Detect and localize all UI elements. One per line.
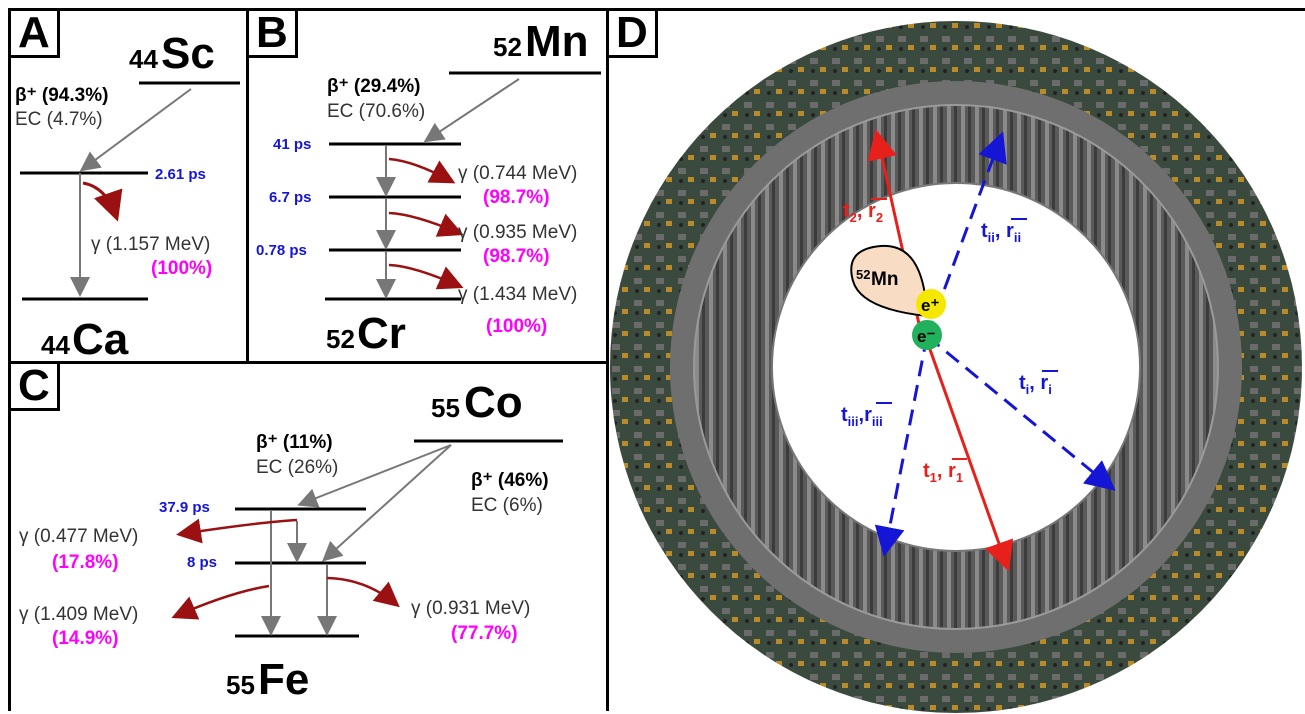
beta-plus-label: β⁺ (94.3%) bbox=[15, 85, 108, 106]
blue-label-iii: tiii,riii bbox=[841, 402, 892, 429]
parent-mass: 55 bbox=[431, 393, 460, 423]
photon-path-1 bbox=[925, 340, 1014, 572]
panel-b-diagram: 52 Mn β⁺ (29.4%) EC (70.6%) 41 ps 6.7 ps… bbox=[256, 17, 601, 358]
red-label-2: t2, r2 bbox=[843, 198, 887, 225]
gamma-intensity-1: (17.8%) bbox=[52, 552, 119, 573]
panel-b: B 52 Mn β⁺ (29.4%) EC (70.6%) 41 ps 6.7 … bbox=[246, 8, 609, 364]
branch1-beta-plus: β⁺ (11%) bbox=[256, 432, 333, 453]
gamma-intensity-2: (98.7%) bbox=[483, 246, 550, 267]
gamma-emission-arrow bbox=[82, 181, 123, 222]
photon-path-iii bbox=[874, 335, 929, 557]
gamma-intensity-2: (14.9%) bbox=[52, 628, 119, 649]
parent-mass: 44 bbox=[129, 44, 158, 74]
svg-text:ti, ri: ti, ri bbox=[1019, 372, 1052, 397]
level-time: 2.61 ps bbox=[155, 166, 206, 183]
electron bbox=[912, 320, 942, 350]
parent-symbol: Sc bbox=[161, 29, 215, 78]
parent-mass: 52 bbox=[493, 32, 522, 62]
decay-arrow-2 bbox=[322, 444, 452, 562]
positron-label: e⁺ bbox=[921, 296, 939, 315]
ec-label: EC (70.6%) bbox=[327, 101, 425, 122]
blue-label-ii: tii, rii bbox=[981, 218, 1027, 245]
panel-c: C 55 Co β⁺ (11%) EC (26%) β⁺ (46%) EC (6… bbox=[8, 361, 609, 711]
panel-label: B bbox=[246, 8, 298, 58]
branch1-ec: EC (26%) bbox=[256, 457, 338, 478]
panel-label: A bbox=[8, 8, 60, 58]
svg-text:tii, rii: tii, rii bbox=[981, 220, 1021, 245]
gamma-energy: γ (1.157 MeV) bbox=[91, 234, 210, 255]
svg-text:t2, r2: t2, r2 bbox=[843, 200, 883, 225]
gamma-energy-1: γ (0.477 MeV) bbox=[19, 526, 138, 547]
daughter-symbol: Ca bbox=[72, 315, 129, 364]
ec-label: EC (4.7%) bbox=[15, 109, 103, 130]
gamma-intensity-3: (77.7%) bbox=[451, 623, 518, 644]
daughter-symbol: Cr bbox=[357, 309, 406, 358]
daughter-symbol: Fe bbox=[258, 655, 309, 704]
level-time-2: 6.7 ps bbox=[269, 189, 312, 206]
daughter-mass: 55 bbox=[226, 670, 255, 700]
detector-ring-image: 52 Mn e⁺ e⁻ t2, r2 t1, r1 tii, rii ti, r… bbox=[610, 21, 1302, 713]
red-label-1: t1, r1 bbox=[923, 458, 967, 485]
decay-arrow bbox=[423, 78, 520, 143]
parent-symbol: Co bbox=[464, 378, 523, 427]
panel-label: D bbox=[606, 8, 658, 58]
level-time-3: 0.78 ps bbox=[256, 242, 307, 259]
gamma-energy-2: γ (0.935 MeV) bbox=[458, 222, 577, 243]
source-droplet bbox=[850, 244, 929, 318]
bore bbox=[771, 182, 1141, 552]
gamma-energy-1: γ (0.744 MeV) bbox=[458, 163, 577, 184]
decay-arrow bbox=[79, 88, 192, 172]
parent-symbol: Mn bbox=[525, 17, 589, 66]
gamma-arrow-1 bbox=[176, 518, 298, 544]
level-time-2: 8 ps bbox=[187, 554, 217, 571]
gamma-energy-3: γ (0.931 MeV) bbox=[411, 598, 530, 619]
gamma-arrow-3 bbox=[326, 576, 400, 608]
panel-c-diagram: 55 Co β⁺ (11%) EC (26%) β⁺ (46%) EC (6%)… bbox=[19, 378, 563, 704]
level-time-1: 37.9 ps bbox=[159, 499, 210, 516]
ring-edge bbox=[693, 104, 1219, 630]
panel-a-diagram: 44 Sc β⁺ (94.3%) EC (4.7%) 2.61 ps γ (1.… bbox=[15, 29, 240, 364]
blue-label-i: ti, ri bbox=[1019, 370, 1058, 397]
gamma-intensity: (100%) bbox=[151, 258, 212, 279]
photon-path-i bbox=[926, 334, 1116, 491]
branch2-beta-plus: β⁺ (46%) bbox=[471, 470, 549, 491]
level-time-1: 41 ps bbox=[273, 136, 311, 153]
gamma-arrow-2 bbox=[171, 584, 270, 620]
electron-label: e⁻ bbox=[917, 327, 935, 346]
daughter-mass: 52 bbox=[326, 324, 355, 354]
svg-text:t1, r1: t1, r1 bbox=[923, 460, 963, 485]
source-mass: 52 bbox=[856, 267, 870, 282]
positron bbox=[916, 289, 946, 319]
decay-arrow-1 bbox=[297, 444, 452, 508]
gamma-arrow-1 bbox=[388, 157, 456, 184]
panel-label: C bbox=[8, 361, 60, 411]
gamma-arrow-3 bbox=[388, 263, 464, 290]
daughter-mass: 44 bbox=[41, 330, 70, 360]
beta-plus-label: β⁺ (29.4%) bbox=[327, 76, 420, 97]
gamma-energy-2: γ (1.409 MeV) bbox=[19, 604, 138, 625]
source-symbol: Mn bbox=[871, 269, 898, 290]
gamma-arrow-2 bbox=[388, 211, 464, 237]
gamma-intensity-1: (98.7%) bbox=[483, 187, 550, 208]
branch2-ec: EC (6%) bbox=[471, 495, 543, 516]
svg-text:tiii,riii: tiii,riii bbox=[841, 404, 883, 429]
panel-a: A 44 Sc β⁺ (94.3%) EC (4.7%) 2.61 ps γ (… bbox=[8, 8, 249, 364]
gamma-energy-3: γ (1.434 MeV) bbox=[458, 284, 577, 305]
panel-d: 52 Mn e⁺ e⁻ t2, r2 t1, r1 tii, rii ti, r… bbox=[606, 8, 1305, 713]
gamma-intensity-3: (100%) bbox=[486, 316, 547, 337]
